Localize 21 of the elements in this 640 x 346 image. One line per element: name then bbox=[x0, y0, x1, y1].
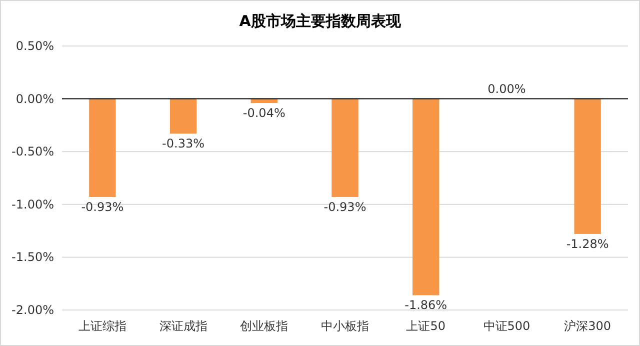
data-label: -0.93% bbox=[81, 200, 124, 214]
data-label: -0.04% bbox=[242, 106, 286, 120]
chart-title: A股市场主要指数周表现 bbox=[239, 12, 402, 30]
data-label: -1.28% bbox=[566, 236, 609, 251]
data-label: 0.00% bbox=[488, 82, 526, 96]
y-tick-label: 0.00% bbox=[16, 92, 54, 106]
x-tick-label: 中证500 bbox=[483, 319, 530, 333]
x-tick-label: 上证50 bbox=[406, 319, 446, 333]
x-tick-label: 深证成指 bbox=[159, 319, 208, 333]
x-tick-label: 沪深300 bbox=[564, 319, 612, 333]
x-tick-label: 中小板指 bbox=[321, 319, 369, 333]
x-tick-label: 上证综指 bbox=[78, 319, 126, 333]
y-tick-label: 0.50% bbox=[16, 39, 54, 53]
data-label: -0.93% bbox=[324, 200, 366, 214]
y-tick-label: -1.50% bbox=[12, 250, 54, 264]
y-tick-label: -1.00% bbox=[12, 197, 54, 212]
data-label: -1.86% bbox=[404, 298, 448, 312]
y-tick-label: -0.50% bbox=[12, 144, 54, 159]
x-tick-label: 创业板指 bbox=[240, 319, 288, 333]
data-label: -0.33% bbox=[162, 136, 205, 151]
y-tick-label: -2.00% bbox=[12, 303, 54, 317]
